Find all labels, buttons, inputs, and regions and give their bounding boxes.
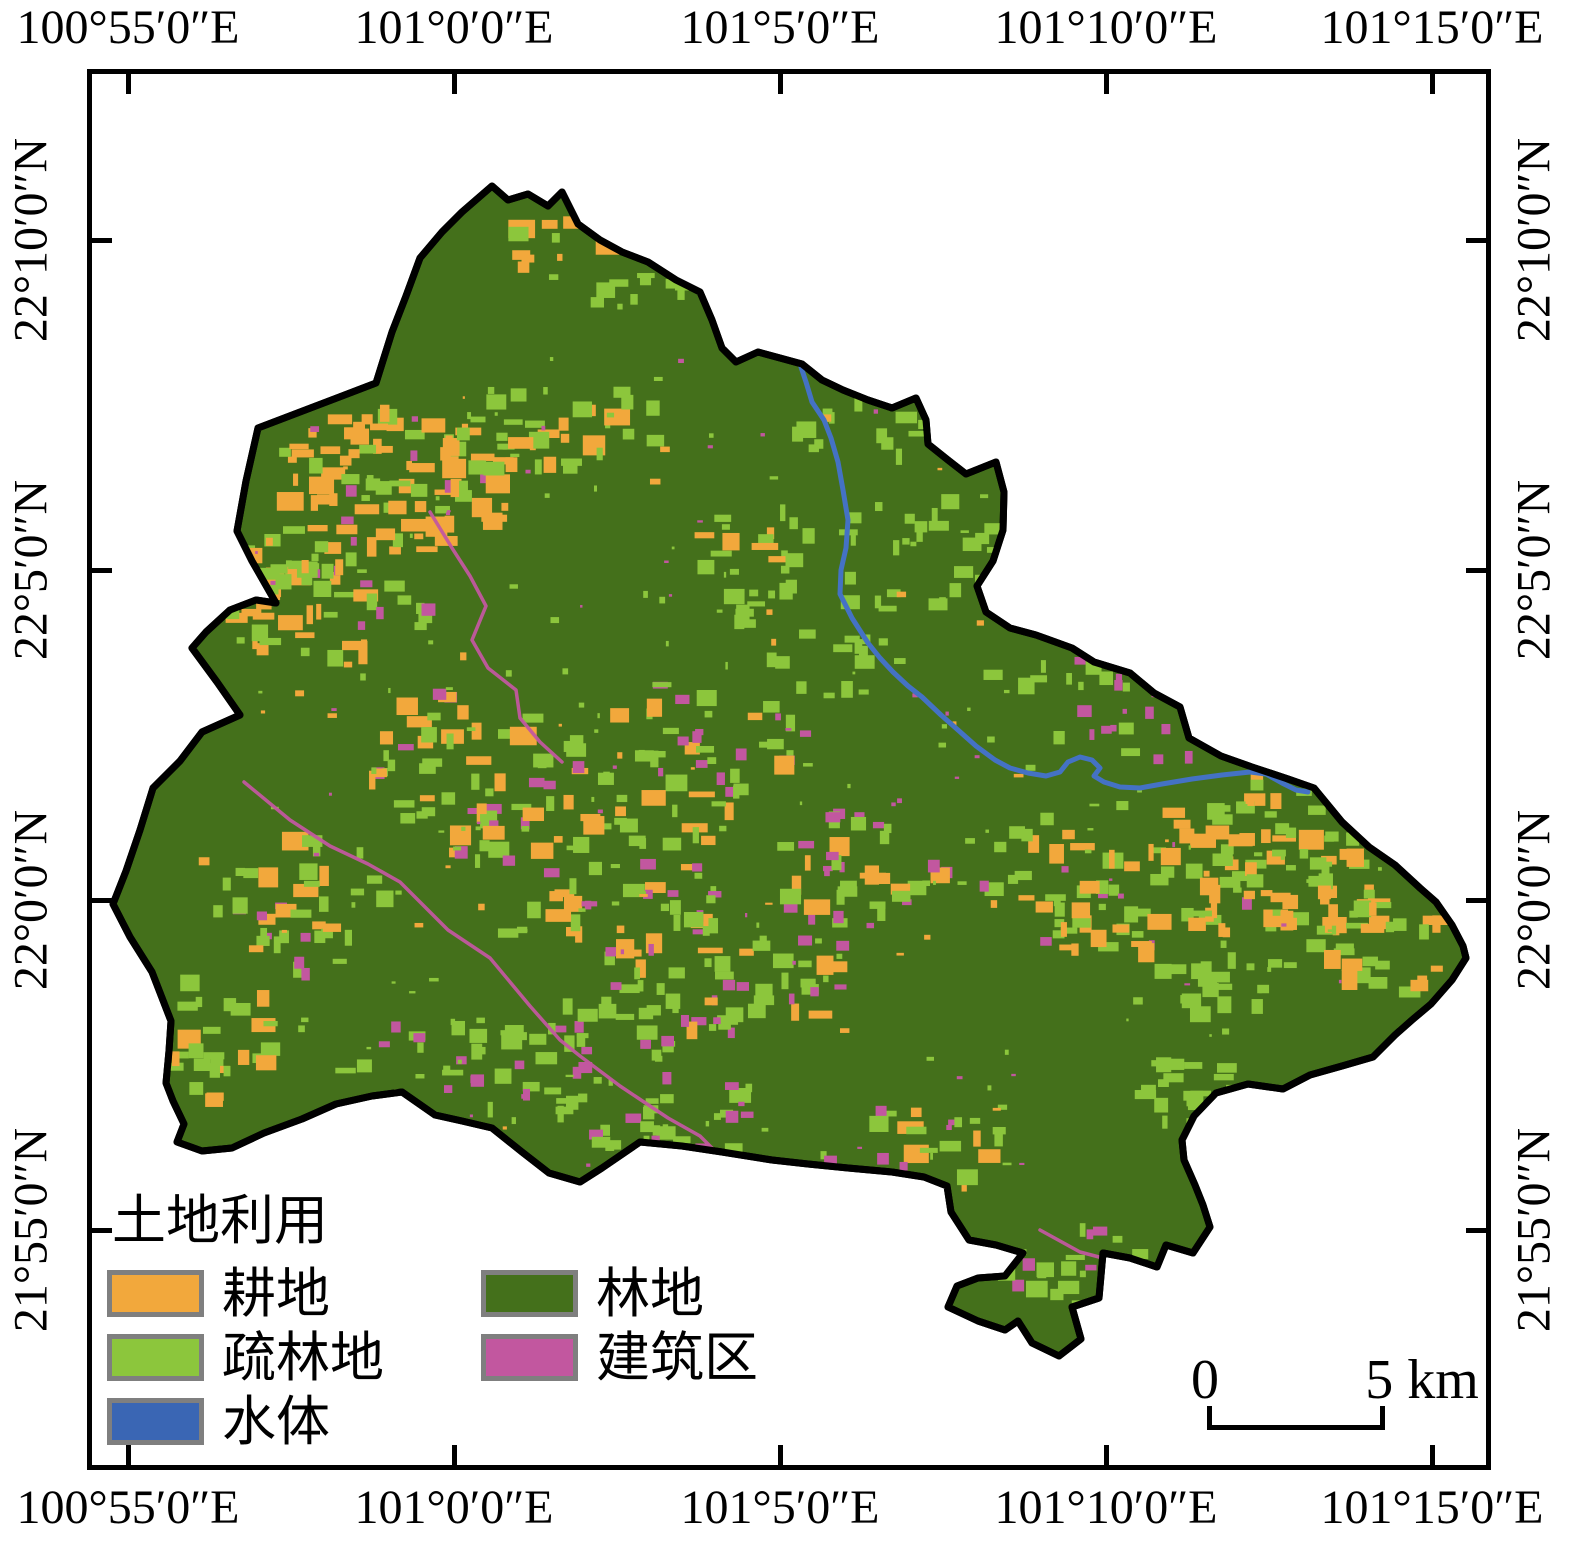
legend-label-builtup: 建筑区 (596, 1327, 758, 1388)
builtup-road-line (428, 510, 564, 764)
axis-tick-top (778, 74, 783, 94)
axis-tick-right (1466, 1228, 1486, 1233)
lat-label-right-2: 22°5′0″N (1507, 479, 1561, 661)
river (797, 361, 1311, 795)
axis-tick-top (126, 74, 131, 94)
legend-item-builtup: 建筑区 (481, 1331, 758, 1385)
lon-label-bottom-1: 100°55′0″E (16, 1481, 240, 1534)
axis-tick-bottom (1430, 1445, 1435, 1465)
lon-label-top-2: 101°0′0″E (354, 1, 554, 54)
lon-label-top-1: 100°55′0″E (16, 1, 240, 54)
axis-tick-top (1430, 74, 1435, 94)
region-outline (109, 182, 1470, 1360)
legend-item-cropland: 耕地 (107, 1267, 330, 1321)
legend-swatch-forest (481, 1270, 578, 1317)
legend-swatch-sparse-forest (107, 1334, 204, 1381)
legend-label-cropland: 耕地 (222, 1263, 330, 1324)
legend-swatch-water (107, 1398, 204, 1445)
axis-tick-left (92, 1228, 112, 1233)
axis-tick-left (92, 568, 112, 573)
axis-tick-bottom (1104, 1445, 1109, 1465)
legend-item-water: 水体 (107, 1395, 330, 1449)
lon-label-bottom-3: 101°5′0″E (680, 1481, 880, 1534)
axis-tick-bottom (452, 1445, 457, 1465)
lon-label-top-3: 101°5′0″E (680, 1, 880, 54)
lat-label-right-1: 22°10′0″N (1507, 137, 1561, 343)
legend-label-water: 水体 (222, 1391, 330, 1452)
axis-tick-left (92, 898, 112, 903)
scalebar-zero-label: 0 (1191, 1349, 1219, 1411)
axis-tick-top (1104, 74, 1109, 94)
lon-label-top-5: 101°15′0″E (1320, 1, 1544, 54)
scalebar-bracket (1207, 1406, 1385, 1430)
legend-item-forest: 林地 (481, 1267, 704, 1321)
axis-tick-top (452, 74, 457, 94)
lon-label-top-4: 101°10′0″E (994, 1, 1218, 54)
lon-label-bottom-5: 101°15′0″E (1320, 1481, 1544, 1534)
axis-tick-bottom (126, 1445, 131, 1465)
legend-label-forest: 林地 (596, 1263, 704, 1324)
lat-label-left-4: 21°55′0″N (4, 1127, 58, 1333)
legend-swatch-cropland (107, 1270, 204, 1317)
lat-label-right-3: 22°0′0″N (1507, 809, 1561, 991)
lat-label-right-4: 21°55′0″N (1507, 1127, 1561, 1333)
legend-label-sparse-forest: 疏林地 (222, 1327, 384, 1388)
map-canvas (109, 182, 1470, 1360)
axis-tick-right (1466, 238, 1486, 243)
lat-label-left-2: 22°5′0″N (4, 479, 58, 661)
axis-tick-bottom (778, 1445, 783, 1465)
legend-item-sparse-forest: 疏林地 (107, 1331, 384, 1385)
lat-label-left-3: 22°0′0″N (4, 809, 58, 991)
legend-title: 土地利用 (112, 1191, 328, 1251)
lon-label-bottom-4: 101°10′0″E (994, 1481, 1218, 1534)
legend-swatch-builtup (481, 1334, 578, 1381)
axis-tick-right (1466, 898, 1486, 903)
builtup-road-line (242, 780, 764, 1184)
lat-label-left-1: 22°10′0″N (4, 137, 58, 343)
lon-label-bottom-2: 101°0′0″E (354, 1481, 554, 1534)
scalebar-distance-label: 5 km (1365, 1349, 1479, 1411)
axis-tick-right (1466, 568, 1486, 573)
axis-tick-left (92, 238, 112, 243)
